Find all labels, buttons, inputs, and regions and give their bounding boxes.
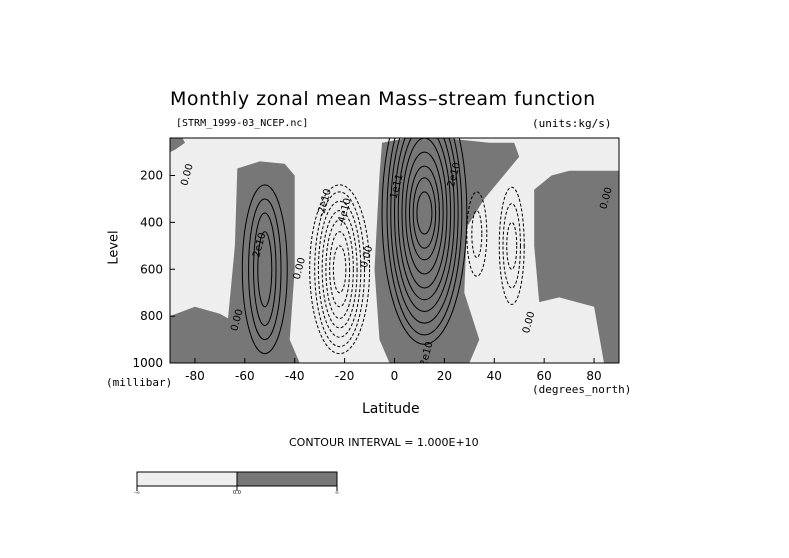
contour-line: [405, 151, 444, 275]
contour-line: [317, 200, 362, 338]
x-tick-label: 40: [487, 369, 502, 383]
contour-line: [329, 231, 351, 308]
contour-line: [386, 138, 463, 336]
file-name: [STRM_1999-03_NCEP.nc]: [176, 118, 309, 129]
y-tick-group: 200 400 600 800 1000: [132, 169, 175, 370]
contour-line: [498, 186, 525, 305]
y-tick-label: 200: [140, 169, 163, 183]
colorbar: -∞ 0.0 ∞: [134, 471, 339, 496]
contour-line: [466, 191, 488, 277]
x-tick-label: 80: [586, 369, 601, 383]
contour-line: [257, 231, 273, 308]
contour-line: [471, 210, 483, 259]
contour-line: [321, 210, 358, 329]
x-tick-label: 0: [391, 369, 399, 383]
contour-line: [502, 203, 521, 289]
contour-line: [416, 191, 433, 235]
colorbar-label: ∞: [335, 490, 339, 496]
y-tick-label: 400: [140, 215, 163, 229]
contour-label: 2e10: [418, 341, 435, 368]
contour-line: [401, 138, 448, 289]
y-tick-label: 600: [140, 262, 163, 276]
x-axis-label: Latitude: [362, 401, 420, 417]
contour-line: [325, 219, 354, 319]
units-label: (units:kg/s): [532, 117, 612, 130]
contour-line: [332, 245, 347, 294]
contour-line: [253, 212, 277, 326]
contour-line: [394, 138, 455, 312]
contour-line: [309, 184, 371, 355]
x-axis-unit: (degrees_north): [532, 383, 632, 396]
contour-interval-label: CONTOUR INTERVAL = 1.000E+10: [289, 436, 479, 449]
x-tick-label: -40: [285, 369, 305, 383]
x-tick-label: 60: [537, 369, 552, 383]
colorbar-label: -∞: [134, 490, 140, 496]
positive-region-north: [534, 170, 619, 363]
contour-line: [241, 184, 288, 355]
contour-line: [248, 198, 282, 341]
positive-region-polar-south: [170, 306, 255, 363]
colorbar-label: 0.0: [233, 490, 241, 496]
colorbar-negative: [136, 471, 238, 487]
contour-line: [412, 177, 437, 249]
contour-line: [506, 221, 518, 270]
chart-title: Monthly zonal mean Mass–stream function: [170, 88, 596, 110]
y-tick-label: 1000: [132, 356, 163, 370]
contour-line: [381, 138, 468, 345]
y-tick-label: 800: [140, 309, 163, 323]
colorbar-positive: [236, 471, 338, 487]
x-tick-label: 20: [437, 369, 452, 383]
x-tick-group: -80 -60 -40 -20 0 20 40 60 80: [185, 358, 602, 383]
contour-lines: [241, 138, 525, 355]
x-tick-label: -20: [335, 369, 355, 383]
contour-line: [408, 165, 440, 261]
positive-region-top-left: [170, 138, 185, 153]
x-tick-label: -80: [185, 369, 205, 383]
contour-line: [314, 191, 366, 348]
contour-line: [390, 138, 459, 324]
contour-line: [397, 138, 452, 301]
x-tick-label: -60: [235, 369, 255, 383]
y-axis-unit: (millibar): [106, 376, 173, 389]
